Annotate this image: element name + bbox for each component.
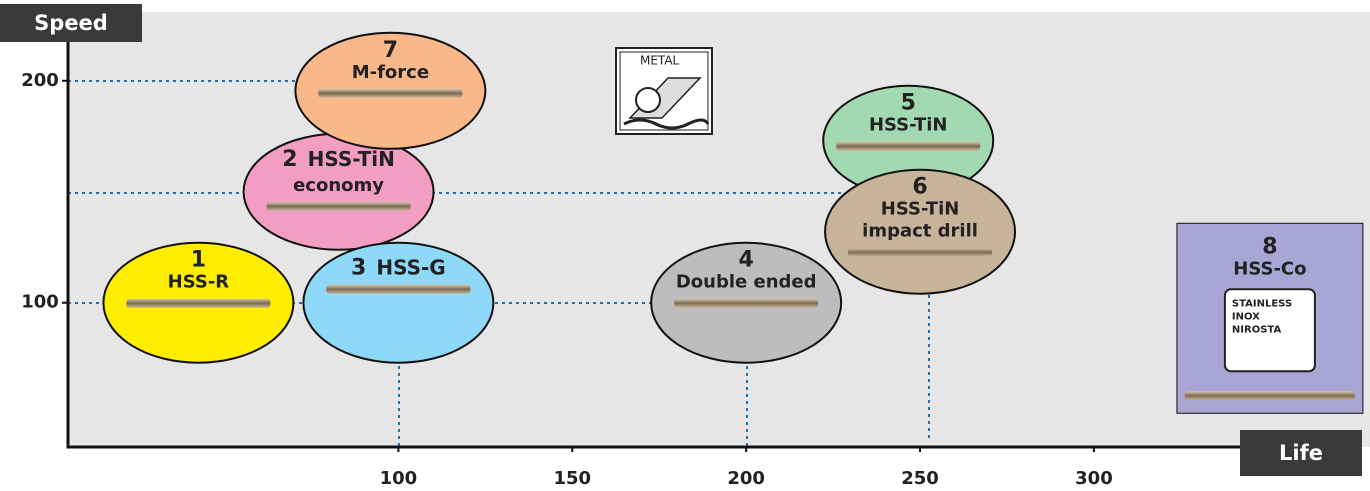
x-label-box <box>1240 430 1362 476</box>
item-ellipse <box>824 168 1017 295</box>
drill-bit <box>126 298 271 308</box>
x-tick-label: 150 <box>553 468 591 489</box>
item: 7M-force <box>294 31 487 150</box>
x-tick-label: 250 <box>901 468 939 489</box>
y-tick-label: 200 <box>21 70 59 91</box>
guide-lines <box>68 80 930 447</box>
item-label: 2 HSS-TiN <box>282 146 395 172</box>
icon-text: METAL <box>640 54 680 68</box>
badge-text: STAINLESS <box>1232 298 1292 309</box>
drill-bit <box>1184 391 1355 401</box>
drill-bit <box>266 201 411 211</box>
item-number: 2 <box>282 147 297 172</box>
item-label: 3 HSS-G <box>351 255 446 281</box>
y-label-box <box>0 4 142 42</box>
item-text: HSS-TiN <box>308 146 395 170</box>
x-tick-label: 100 <box>380 468 418 489</box>
item-text: M-force <box>352 62 429 83</box>
item-text: economy <box>293 175 384 196</box>
item-text: Double ended <box>676 272 817 293</box>
drill-bit <box>318 88 463 98</box>
item-text: HSS-TiN <box>881 199 960 220</box>
item-text: HSS-Co <box>1233 258 1306 279</box>
drill-bit <box>836 141 981 151</box>
item-number: 1 <box>191 248 206 273</box>
plot-area <box>68 12 1370 447</box>
y-tick-label: 100 <box>21 292 59 313</box>
axes <box>66 12 1245 449</box>
x-axis-label: Life <box>1279 441 1323 465</box>
item-number: 7 <box>383 38 398 63</box>
item-number: 4 <box>739 248 754 273</box>
item-ellipse <box>302 241 495 364</box>
item-number: 6 <box>912 175 927 200</box>
drill-bit <box>848 247 993 257</box>
badge-text: INOX <box>1232 311 1260 322</box>
badge-text: NIROSTA <box>1232 324 1282 335</box>
drill-bit <box>674 298 819 308</box>
item-text: HSS-TiN <box>869 115 948 136</box>
x-tick-label: 200 <box>727 468 765 489</box>
x-tick-label: 300 <box>1075 468 1113 489</box>
badge <box>1223 288 1316 373</box>
item-number: 8 <box>1262 234 1277 259</box>
item: 2 HSS-TiN economy <box>242 132 435 251</box>
drill-bit <box>326 284 471 294</box>
y-axis-label: Speed <box>34 11 108 35</box>
item-number: 3 <box>351 256 366 281</box>
item: 3 HSS-G <box>302 241 495 364</box>
item-text: HSS-G <box>376 255 445 279</box>
item-text: impact drill <box>862 221 978 242</box>
item-number: 5 <box>901 91 916 116</box>
metal-icon: METAL <box>615 47 713 135</box>
item-text: HSS-R <box>168 272 230 293</box>
